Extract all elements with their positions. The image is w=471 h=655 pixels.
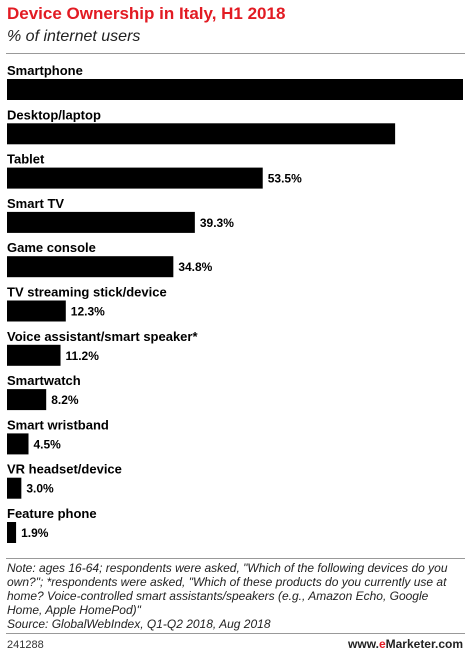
value-label-tv-streaming-stick-device: 12.3%	[71, 305, 105, 319]
bar-vr-headset-device	[7, 477, 22, 499]
brand-e: e	[378, 637, 386, 651]
category-label-voice-assistant-smart-speaker: Voice assistant/smart speaker*	[7, 329, 198, 344]
bar-tv-streaming-stick-device	[7, 300, 66, 322]
bar-chart: Smartphone 95.4% Desktop/laptop 81.2% Tablet…	[7, 63, 463, 543]
footer-divider	[6, 633, 465, 634]
note-text: Note: ages 16-64; respondents were asked…	[7, 561, 448, 617]
chart-title: Device Ownership in Italy, H1 2018	[7, 4, 286, 23]
category-label-feature-phone: Feature phone	[7, 506, 97, 521]
chart-id: 241288	[7, 639, 44, 651]
value-label-smartphone: 95.4%	[424, 83, 458, 97]
chart-subtitle: % of internet users	[7, 28, 141, 45]
bar-game-console	[7, 256, 174, 278]
category-label-smart-tv: Smart TV	[7, 196, 64, 211]
bar-desktop-laptop	[7, 123, 396, 145]
category-label-smartphone: Smartphone	[7, 63, 83, 78]
brand-rest: Marketer.com	[385, 637, 463, 651]
category-label-smart-wristband: Smart wristband	[7, 417, 109, 432]
top-divider	[6, 53, 465, 54]
value-label-smart-wristband: 4.5%	[34, 437, 62, 451]
value-label-smartwatch: 8.2%	[51, 393, 79, 407]
brand-prefix: www.	[348, 637, 379, 651]
bar-smart-tv	[7, 211, 195, 233]
bar-smart-wristband	[7, 433, 29, 455]
category-label-game-console: Game console	[7, 240, 96, 255]
category-label-smartwatch: Smartwatch	[7, 373, 81, 388]
bar-smartwatch	[7, 389, 47, 411]
bar-voice-assistant-smart-speaker	[7, 344, 61, 366]
value-label-smart-tv: 39.3%	[200, 216, 234, 230]
category-label-tablet: Tablet	[7, 152, 45, 167]
category-label-desktop-laptop: Desktop/laptop	[7, 107, 101, 122]
category-label-tv-streaming-stick-device: TV streaming stick/device	[7, 285, 167, 300]
category-label-vr-headset-device: VR headset/device	[7, 462, 122, 477]
value-label-feature-phone: 1.9%	[21, 526, 49, 540]
value-label-vr-headset-device: 3.0%	[26, 482, 54, 496]
bar-feature-phone	[7, 522, 17, 543]
value-label-voice-assistant-smart-speaker: 11.2%	[66, 349, 100, 363]
value-label-desktop-laptop: 81.2%	[356, 127, 390, 141]
emarketer-logo: www.eMarketer.com	[348, 637, 463, 651]
value-label-tablet: 53.5%	[268, 172, 302, 186]
bar-tablet	[7, 167, 263, 189]
chart-notes: Note: ages 16-64; respondents were asked…	[7, 561, 465, 631]
value-label-game-console: 34.8%	[178, 260, 212, 274]
source-text: Source: GlobalWebIndex, Q1-Q2 2018, Aug …	[7, 617, 271, 631]
bar-smartphone	[7, 79, 463, 100]
note-divider	[6, 558, 465, 559]
